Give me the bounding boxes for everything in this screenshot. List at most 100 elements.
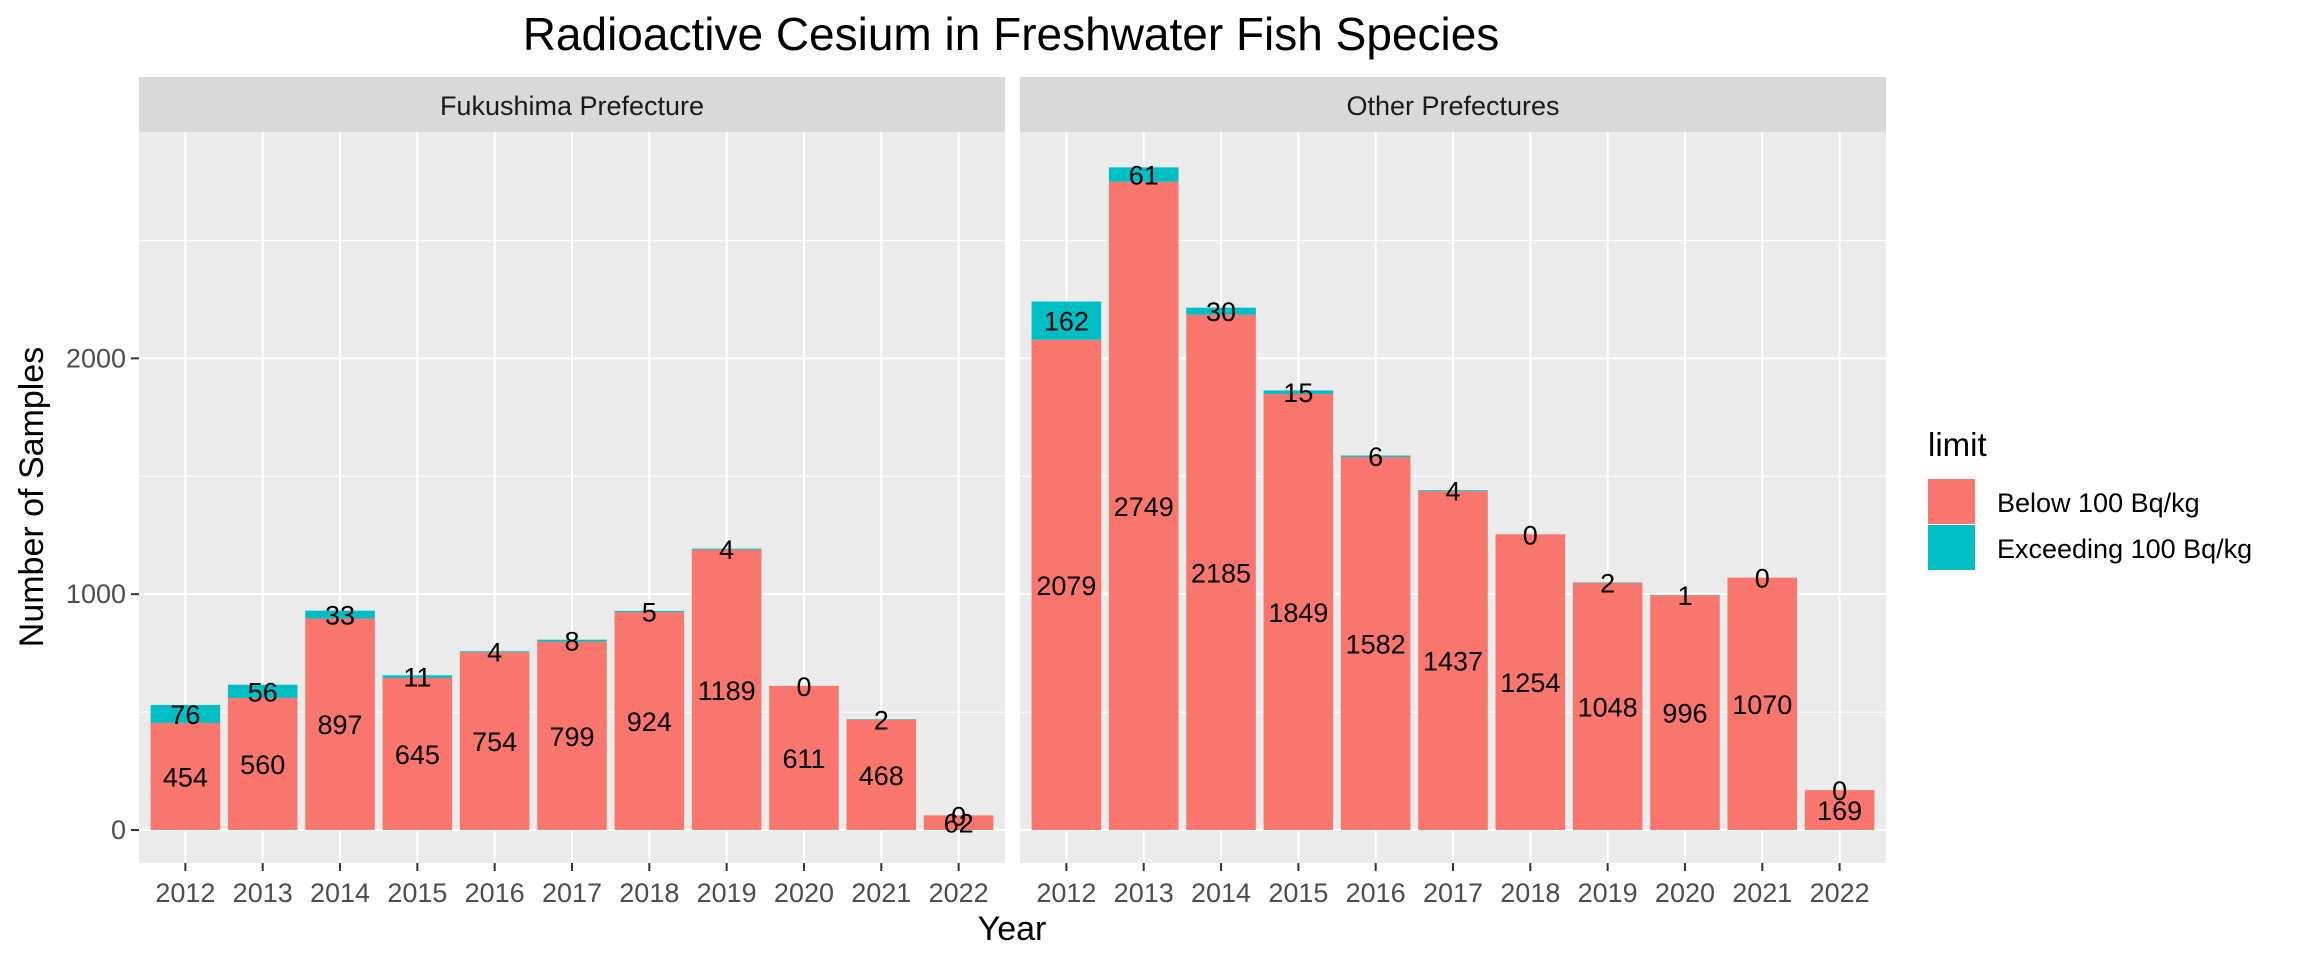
x-axis-ticks: 2012 2013 2014 2015 2016 2017 2018 2019 2020 2021… [1036, 863, 1870, 908]
bar-below-2013 [1108, 181, 1179, 830]
legend-entry-exceeding: Exceeding 100 Bq/kg [1928, 525, 2252, 570]
bar-exceeding-2012 [1031, 301, 1102, 340]
bar-label-exceeding-2014: 33 [325, 601, 355, 631]
bar-below-2014 [1186, 314, 1256, 830]
bar-below-2012 [150, 722, 221, 830]
bar-below-2019 [1572, 582, 1643, 830]
bars [150, 548, 994, 830]
bar-exceeding-2019 [691, 548, 762, 550]
bar-label-exceeding-2019: 2 [1600, 569, 1615, 599]
x-axis-ticks: 2012 2013 2014 2015 2016 2017 2018 2019 2020 2021… [155, 863, 989, 908]
bar-below-2012 [1031, 339, 1102, 830]
x-tick-label: 2012 [1036, 878, 1096, 908]
panel-strip [139, 77, 1005, 132]
bar-label-exceeding-2014: 30 [1206, 297, 1236, 327]
x-tick-label: 2021 [851, 878, 911, 908]
bar-label-exceeding-2020: 1 [1677, 581, 1692, 611]
bar-label-below-2018: 1254 [1500, 668, 1560, 698]
y-axis: 0 1000 2000 [66, 343, 139, 845]
x-tick-label: 2021 [1732, 878, 1792, 908]
x-tick-label: 2012 [155, 878, 215, 908]
bar-exceeding-2013 [227, 684, 298, 698]
bar-below-2018 [1495, 534, 1566, 830]
bar-label-below-2015: 645 [395, 740, 440, 770]
bar-label-below-2020: 996 [1662, 699, 1707, 729]
y-axis-title: Number of Samples [13, 347, 51, 647]
panel-strip [1020, 77, 1886, 132]
x-tick-label: 2020 [774, 878, 834, 908]
bar-label-exceeding-2018: 0 [1523, 520, 1538, 550]
bar-label-below-2016: 1582 [1346, 629, 1406, 659]
chart-title: Radioactive Cesium in Freshwater Fish Sp… [523, 8, 1500, 60]
bar-below-2016 [1340, 456, 1411, 830]
panel-strip-label: Other Prefectures [1346, 91, 1559, 121]
bar-label-below-2019: 1189 [698, 676, 756, 706]
bar-exceeding-2017 [1418, 490, 1488, 492]
bar-label-exceeding-2012: 162 [1044, 307, 1089, 337]
bar-label-below-2019: 1048 [1578, 692, 1638, 722]
bar-below-2015 [1263, 393, 1334, 830]
bar-label-exceeding-2021: 2 [874, 705, 889, 735]
bar-label-exceeding-2013: 61 [1129, 161, 1159, 191]
x-tick-label: 2019 [697, 878, 757, 908]
bar-exceeding-2013 [1108, 167, 1179, 182]
bar-label-below-2015: 1849 [1268, 598, 1328, 628]
legend-key-exceeding [1928, 525, 1975, 570]
bar-below-2020 [769, 685, 839, 830]
bar-exceeding-2014 [305, 610, 375, 619]
bar-label-below-2012: 2079 [1036, 571, 1096, 601]
bar-below-2021 [846, 719, 917, 830]
bar-label-below-2021: 468 [859, 761, 904, 791]
bar-label-exceeding-2022: 0 [951, 801, 966, 831]
bar-label-exceeding-2020: 0 [796, 672, 811, 702]
x-tick-label: 2013 [233, 878, 293, 908]
panel-other: Other Prefectures 2079162274961218530184… [1020, 77, 1886, 908]
bar-label-below-2020: 611 [782, 744, 825, 774]
bar-label-below-2017: 1437 [1423, 647, 1483, 677]
y-tick-label: 0 [111, 815, 126, 845]
x-tick-label: 2014 [310, 878, 370, 908]
bar-exceeding-2017 [537, 639, 607, 642]
x-tick-label: 2018 [619, 878, 679, 908]
legend-label-below: Below 100 Bq/kg [1997, 488, 2200, 518]
bar-label-exceeding-2017: 4 [1445, 477, 1460, 507]
bar-below-2022 [1804, 790, 1875, 830]
panel-fukushima: Fukushima Prefecture 4547656056897336451… [139, 77, 1005, 908]
bar-below-2015 [382, 677, 453, 830]
bar-label-below-2014: 2185 [1191, 558, 1251, 588]
bar-label-exceeding-2016: 4 [487, 638, 502, 668]
bar-below-2022 [923, 815, 994, 830]
bar-labels: 454 76 560 56 897 33 645 11 754 4 799 8 924 5 1189 4 611… [163, 535, 974, 839]
legend-key-below [1928, 479, 1975, 524]
x-tick-label: 2015 [387, 878, 447, 908]
bar-below-2014 [305, 618, 375, 830]
legend-label-exceeding: Exceeding 100 Bq/kg [1997, 534, 2252, 564]
bar-label-exceeding-2012: 76 [170, 700, 200, 730]
bar-exceeding-2016 [1340, 455, 1411, 457]
panel-strip-label: Fukushima Prefecture [440, 91, 704, 121]
bar-below-2016 [459, 652, 530, 830]
x-tick-label: 2014 [1191, 878, 1251, 908]
bar-below-2013 [227, 697, 298, 830]
bar-label-exceeding-2022: 0 [1832, 776, 1847, 806]
bar-label-below-2018: 924 [627, 707, 672, 737]
bar-label-below-2013: 560 [240, 750, 285, 780]
bars [1031, 167, 1875, 830]
bar-label-below-2012: 454 [163, 762, 208, 792]
bar-exceeding-2015 [1263, 390, 1334, 394]
bar-label-below-2022: 169 [1817, 796, 1862, 826]
y-tick-label: 2000 [66, 343, 126, 373]
legend: limit Below 100 Bq/kg Exceeding 100 Bq/k… [1928, 426, 2252, 570]
y-tick-label: 1000 [66, 579, 126, 609]
x-tick-label: 2018 [1500, 878, 1560, 908]
bar-below-2020 [1650, 595, 1720, 830]
x-tick-label: 2016 [465, 878, 525, 908]
bar-labels: 2079 162 2749 61 2185 30 1849 15 1582 6 1437 4 1254 0… [1036, 161, 1862, 826]
legend-title: limit [1928, 426, 1987, 463]
bar-label-exceeding-2021: 0 [1755, 564, 1770, 594]
bar-label-exceeding-2019: 4 [719, 535, 734, 565]
bar-below-2017 [537, 641, 607, 830]
x-tick-label: 2016 [1346, 878, 1406, 908]
bar-label-exceeding-2016: 6 [1368, 442, 1383, 472]
